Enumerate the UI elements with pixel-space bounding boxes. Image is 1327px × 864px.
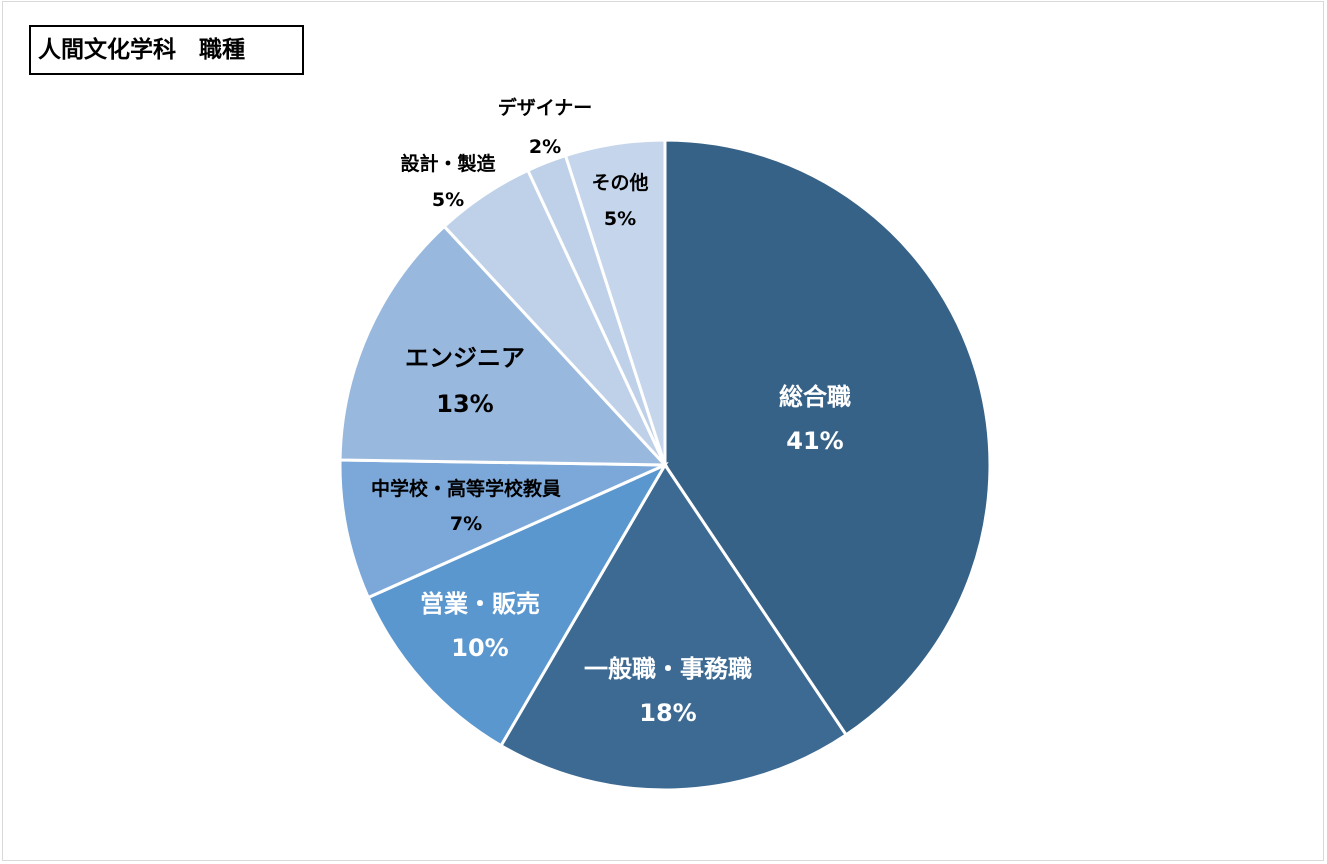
slice-percent: 18%: [639, 699, 696, 727]
slice-label: 営業・販売: [420, 590, 540, 618]
pie-slice: [563, 138, 667, 466]
slice-label: 総合職: [779, 383, 851, 411]
slice-label: 中学校・高等学校教員: [371, 477, 561, 500]
pie-slice: [366, 461, 669, 748]
slice-label: デザイナー: [498, 96, 593, 119]
slice-percent: 5%: [432, 189, 464, 211]
slice-percent: 5%: [604, 208, 636, 230]
pie-slice: [338, 224, 669, 467]
pie-slice: [663, 138, 992, 737]
slice-percent: 2%: [529, 136, 561, 158]
slice-label: その他: [591, 171, 648, 194]
slice-label: エンジニア: [405, 344, 525, 372]
chart-title: 人間文化学科 職種: [29, 25, 304, 75]
slice-percent: 10%: [451, 634, 508, 662]
slice-label: 一般職・事務職: [584, 655, 752, 683]
slice-percent: 7%: [450, 513, 482, 535]
slice-percent: 41%: [786, 427, 843, 455]
slice-label: 設計・製造: [400, 152, 496, 175]
slice-percent: 13%: [436, 390, 493, 418]
pie-slice: [338, 458, 666, 600]
pie-slice: [498, 462, 849, 792]
